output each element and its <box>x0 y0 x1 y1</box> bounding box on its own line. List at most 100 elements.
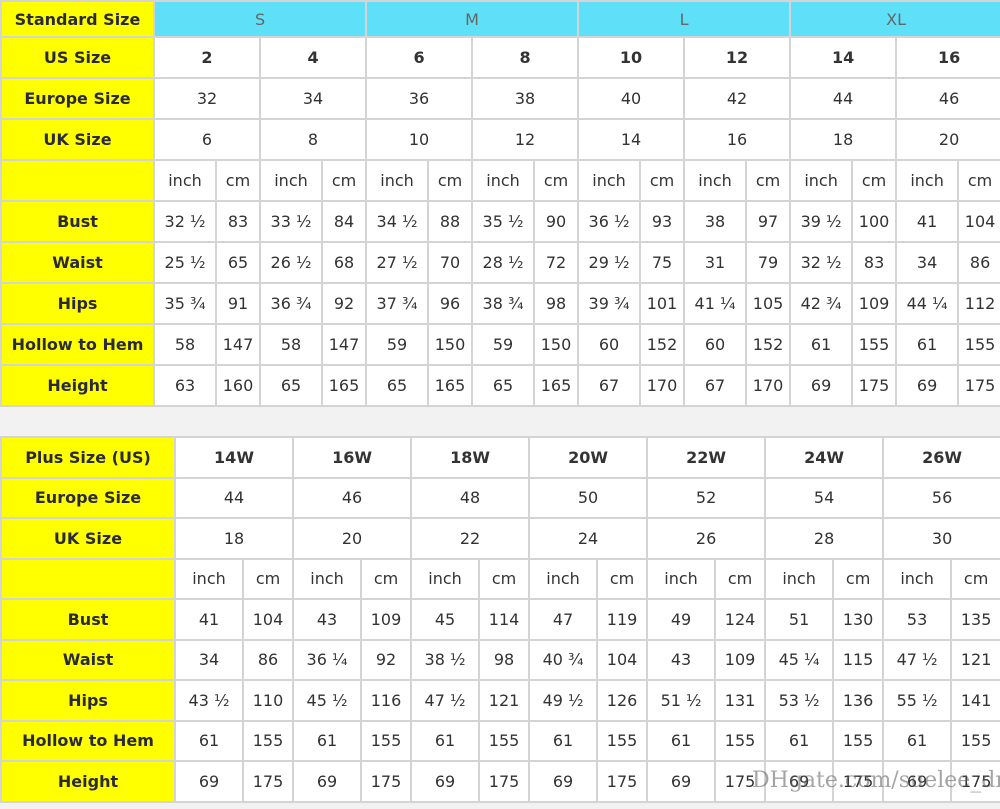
table-cell: 97 <box>745 200 792 243</box>
table-cell: 28 <box>764 517 885 560</box>
table-cell: 68 <box>320 241 368 284</box>
table-row: Hollow to Hem 61 155 61 155 61 155 61 155 61 155 61… <box>0 719 1000 762</box>
table-cell: 24W <box>764 436 885 479</box>
table-row: Height 63 160 65 165 65 165 65 165 67 170 67 170 69 17… <box>0 364 1000 407</box>
table-cell: Waist <box>0 638 176 681</box>
table-cell: 92 <box>360 638 413 681</box>
table-cell: 10 <box>577 36 686 79</box>
table-cell: Europe Size <box>0 476 176 519</box>
table-cell: 155 <box>241 719 295 762</box>
table-cell: 35 ¾ <box>153 282 217 325</box>
table-cell: 16 <box>683 118 792 161</box>
table-cell: 175 <box>241 760 295 803</box>
table-cell: 43 <box>646 638 717 681</box>
table-cell: Waist <box>0 241 155 284</box>
table-cell: inch <box>577 159 642 202</box>
table-cell: 75 <box>639 241 686 284</box>
table-cell: 110 <box>241 679 295 722</box>
table-cell: UK Size <box>0 517 176 560</box>
table-cell: 126 <box>596 679 649 722</box>
table-cell: 112 <box>957 282 1000 325</box>
table-cell: 61 <box>789 323 854 366</box>
table-cell: 105 <box>745 282 792 325</box>
table-cell: 155 <box>478 719 531 762</box>
table-cell: 63 <box>153 364 217 407</box>
table-cell: 147 <box>320 323 368 366</box>
table-cell: 46 <box>292 476 413 519</box>
table-cell: Hips <box>0 282 155 325</box>
table-cell: 31 <box>683 241 748 284</box>
table-cell: cm <box>596 557 649 600</box>
table-cell: 61 <box>292 719 363 762</box>
table-cell: 152 <box>745 323 792 366</box>
table-cell: 69 <box>528 760 599 803</box>
table-cell <box>0 557 176 600</box>
table-cell: inch <box>292 557 363 600</box>
table-cell: 38 ½ <box>410 638 481 681</box>
table-cell: 84 <box>320 200 368 243</box>
table-cell: inch <box>646 557 717 600</box>
table-cell: 175 <box>851 364 898 407</box>
table-cell: cm <box>533 159 580 202</box>
table-cell: 152 <box>639 323 686 366</box>
table-cell: 165 <box>533 364 580 407</box>
table-cell: Plus Size (US) <box>0 436 176 479</box>
table-cell: 36 ¼ <box>292 638 363 681</box>
table-cell: cm <box>957 159 1000 202</box>
table-cell: 86 <box>957 241 1000 284</box>
header-row: Standard Size S M L XL <box>0 0 1000 38</box>
table-cell: 175 <box>596 760 649 803</box>
table-row: inch cm inch cm inch cm inch cm inch cm inch cm inch… <box>0 557 1000 600</box>
table-cell: 49 <box>646 598 717 641</box>
table-cell: 43 <box>292 598 363 641</box>
table-cell: M <box>365 0 580 38</box>
table-cell: 83 <box>851 241 898 284</box>
table-cell: 175 <box>957 364 1000 407</box>
table-cell: 28 ½ <box>471 241 536 284</box>
table-cell: 116 <box>360 679 413 722</box>
table-cell: 155 <box>714 719 767 762</box>
table-cell: 59 <box>471 323 536 366</box>
table-cell: 61 <box>646 719 717 762</box>
table-cell: 109 <box>360 598 413 641</box>
table-cell: 65 <box>215 241 261 284</box>
table-cell: 93 <box>639 200 686 243</box>
table-cell: 67 <box>683 364 748 407</box>
table-cell: 44 <box>173 476 295 519</box>
table-cell: 52 <box>646 476 767 519</box>
table-cell: 104 <box>241 598 295 641</box>
table-cell: 44 <box>789 77 898 120</box>
table-cell: 41 ¼ <box>683 282 748 325</box>
table-cell: Bust <box>0 598 176 641</box>
table-cell: 16 <box>895 36 1000 79</box>
table-cell: 47 <box>528 598 599 641</box>
table-cell: 121 <box>478 679 531 722</box>
table-cell: 51 <box>764 598 835 641</box>
table-cell: 170 <box>639 364 686 407</box>
table-row: Bust 32 ½ 83 33 ½ 84 34 ½ 88 35 ½ 90 36 ½ 93 38 97 39… <box>0 200 1000 243</box>
table-cell: 69 <box>895 364 960 407</box>
table-cell: 22W <box>646 436 767 479</box>
standard-size-table: Standard Size S M L XL US Size 2 4 6 8 10 12 14 16 Eur… <box>0 0 1000 407</box>
table-cell: inch <box>683 159 748 202</box>
table-cell: 39 ¾ <box>577 282 642 325</box>
plus-size-table: Plus Size (US) 14W 16W 18W 20W 22W 24W 26W Europ… <box>0 436 1000 803</box>
table-cell: 26 ½ <box>259 241 323 284</box>
table-cell: 56 <box>882 476 1000 519</box>
table-cell: 6 <box>365 36 474 79</box>
table-cell: 101 <box>639 282 686 325</box>
table-cell: 61 <box>895 323 960 366</box>
table-cell: 6 <box>153 118 261 161</box>
table-cell: 16W <box>292 436 413 479</box>
table-cell: Europe Size <box>0 77 155 120</box>
table-cell: 150 <box>427 323 474 366</box>
table-cell: 20 <box>292 517 413 560</box>
table-cell: 12 <box>683 36 792 79</box>
table-cell: 22 <box>410 517 531 560</box>
table-cell: 20 <box>895 118 1000 161</box>
table-cell: cm <box>360 557 413 600</box>
table-cell: 46 <box>895 77 1000 120</box>
table-cell: 14 <box>577 118 686 161</box>
table-cell: inch <box>471 159 536 202</box>
